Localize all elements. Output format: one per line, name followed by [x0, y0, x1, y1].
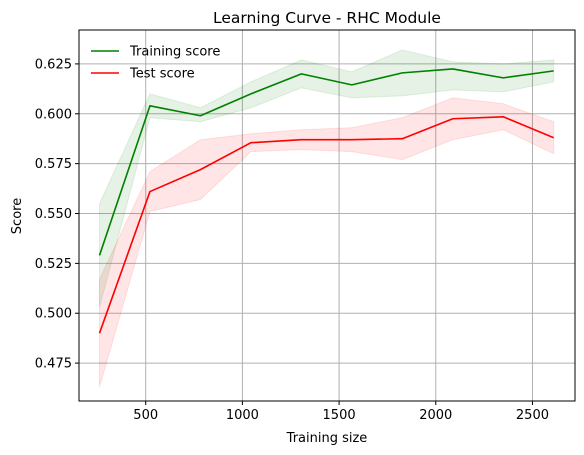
y-tick-label: 0.550 — [35, 207, 72, 222]
x-tick-label: 2000 — [419, 408, 452, 423]
x-tick-label: 2500 — [516, 408, 549, 423]
y-tick-label: 0.475 — [35, 357, 72, 372]
x-tick-label: 1500 — [323, 408, 356, 423]
y-axis-label: Score — [10, 198, 25, 234]
x-axis-ticks: 500 1000 1500 2000 2500 — [133, 401, 549, 423]
y-tick-label: 0.575 — [35, 157, 72, 172]
grid — [79, 30, 575, 401]
x-axis-label: Training size — [286, 431, 368, 446]
legend: Training score Test score — [91, 45, 220, 82]
series-line-training — [98, 68, 554, 256]
y-tick-label: 0.500 — [35, 307, 72, 322]
x-tick-label: 1000 — [226, 408, 259, 423]
confidence-band-test — [99, 97, 555, 388]
legend-label: Test score — [129, 67, 195, 82]
y-axis-ticks: 0.475 0.500 0.525 0.550 0.575 0.600 0.625 — [35, 57, 79, 372]
x-tick-label: 500 — [133, 408, 158, 423]
chart-title: Learning Curve - RHC Module — [213, 9, 441, 27]
confidence-bands — [99, 49, 555, 388]
y-tick-label: 0.625 — [35, 57, 72, 72]
series-line-test — [98, 115, 555, 334]
confidence-band-training — [99, 49, 555, 308]
plot-frame — [78, 29, 576, 402]
series-lines — [98, 68, 555, 334]
legend-label: Training score — [129, 45, 220, 60]
y-tick-label: 0.525 — [35, 257, 72, 272]
y-tick-label: 0.600 — [35, 107, 72, 122]
